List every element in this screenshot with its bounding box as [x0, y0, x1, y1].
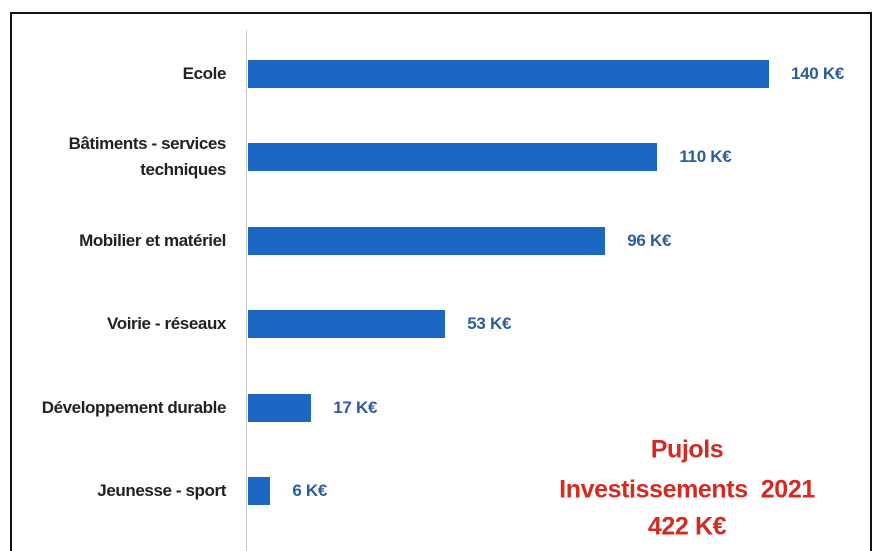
bar [248, 477, 271, 505]
annotation: 422 K€ [647, 512, 727, 541]
annotation: Pujols [650, 435, 724, 464]
category-label: Ecole [182, 64, 227, 83]
bar [248, 226, 606, 255]
category-label: Mobilier et matériel [79, 230, 226, 250]
value-label: 110 K€ [679, 147, 732, 167]
value-label: 6 K€ [292, 481, 328, 500]
value-label: 53 K€ [467, 314, 512, 334]
category-label: Voirie - réseaux [107, 314, 226, 334]
value-label: 17 K€ [333, 397, 378, 417]
value-label: 140 K€ [791, 64, 845, 83]
axis-line [246, 30, 247, 551]
frame [10, 12, 872, 551]
value-label: 96 K€ [627, 230, 672, 250]
category-label: Jeunesse - sport [97, 481, 226, 500]
bar [248, 393, 312, 422]
category-label: Bâtiments - services techniques [68, 134, 227, 180]
bar [248, 310, 446, 339]
category-label: Développement durable [41, 397, 227, 417]
annotation: Investissements 2021 [559, 475, 815, 504]
bar [248, 143, 658, 172]
bar [248, 60, 769, 88]
